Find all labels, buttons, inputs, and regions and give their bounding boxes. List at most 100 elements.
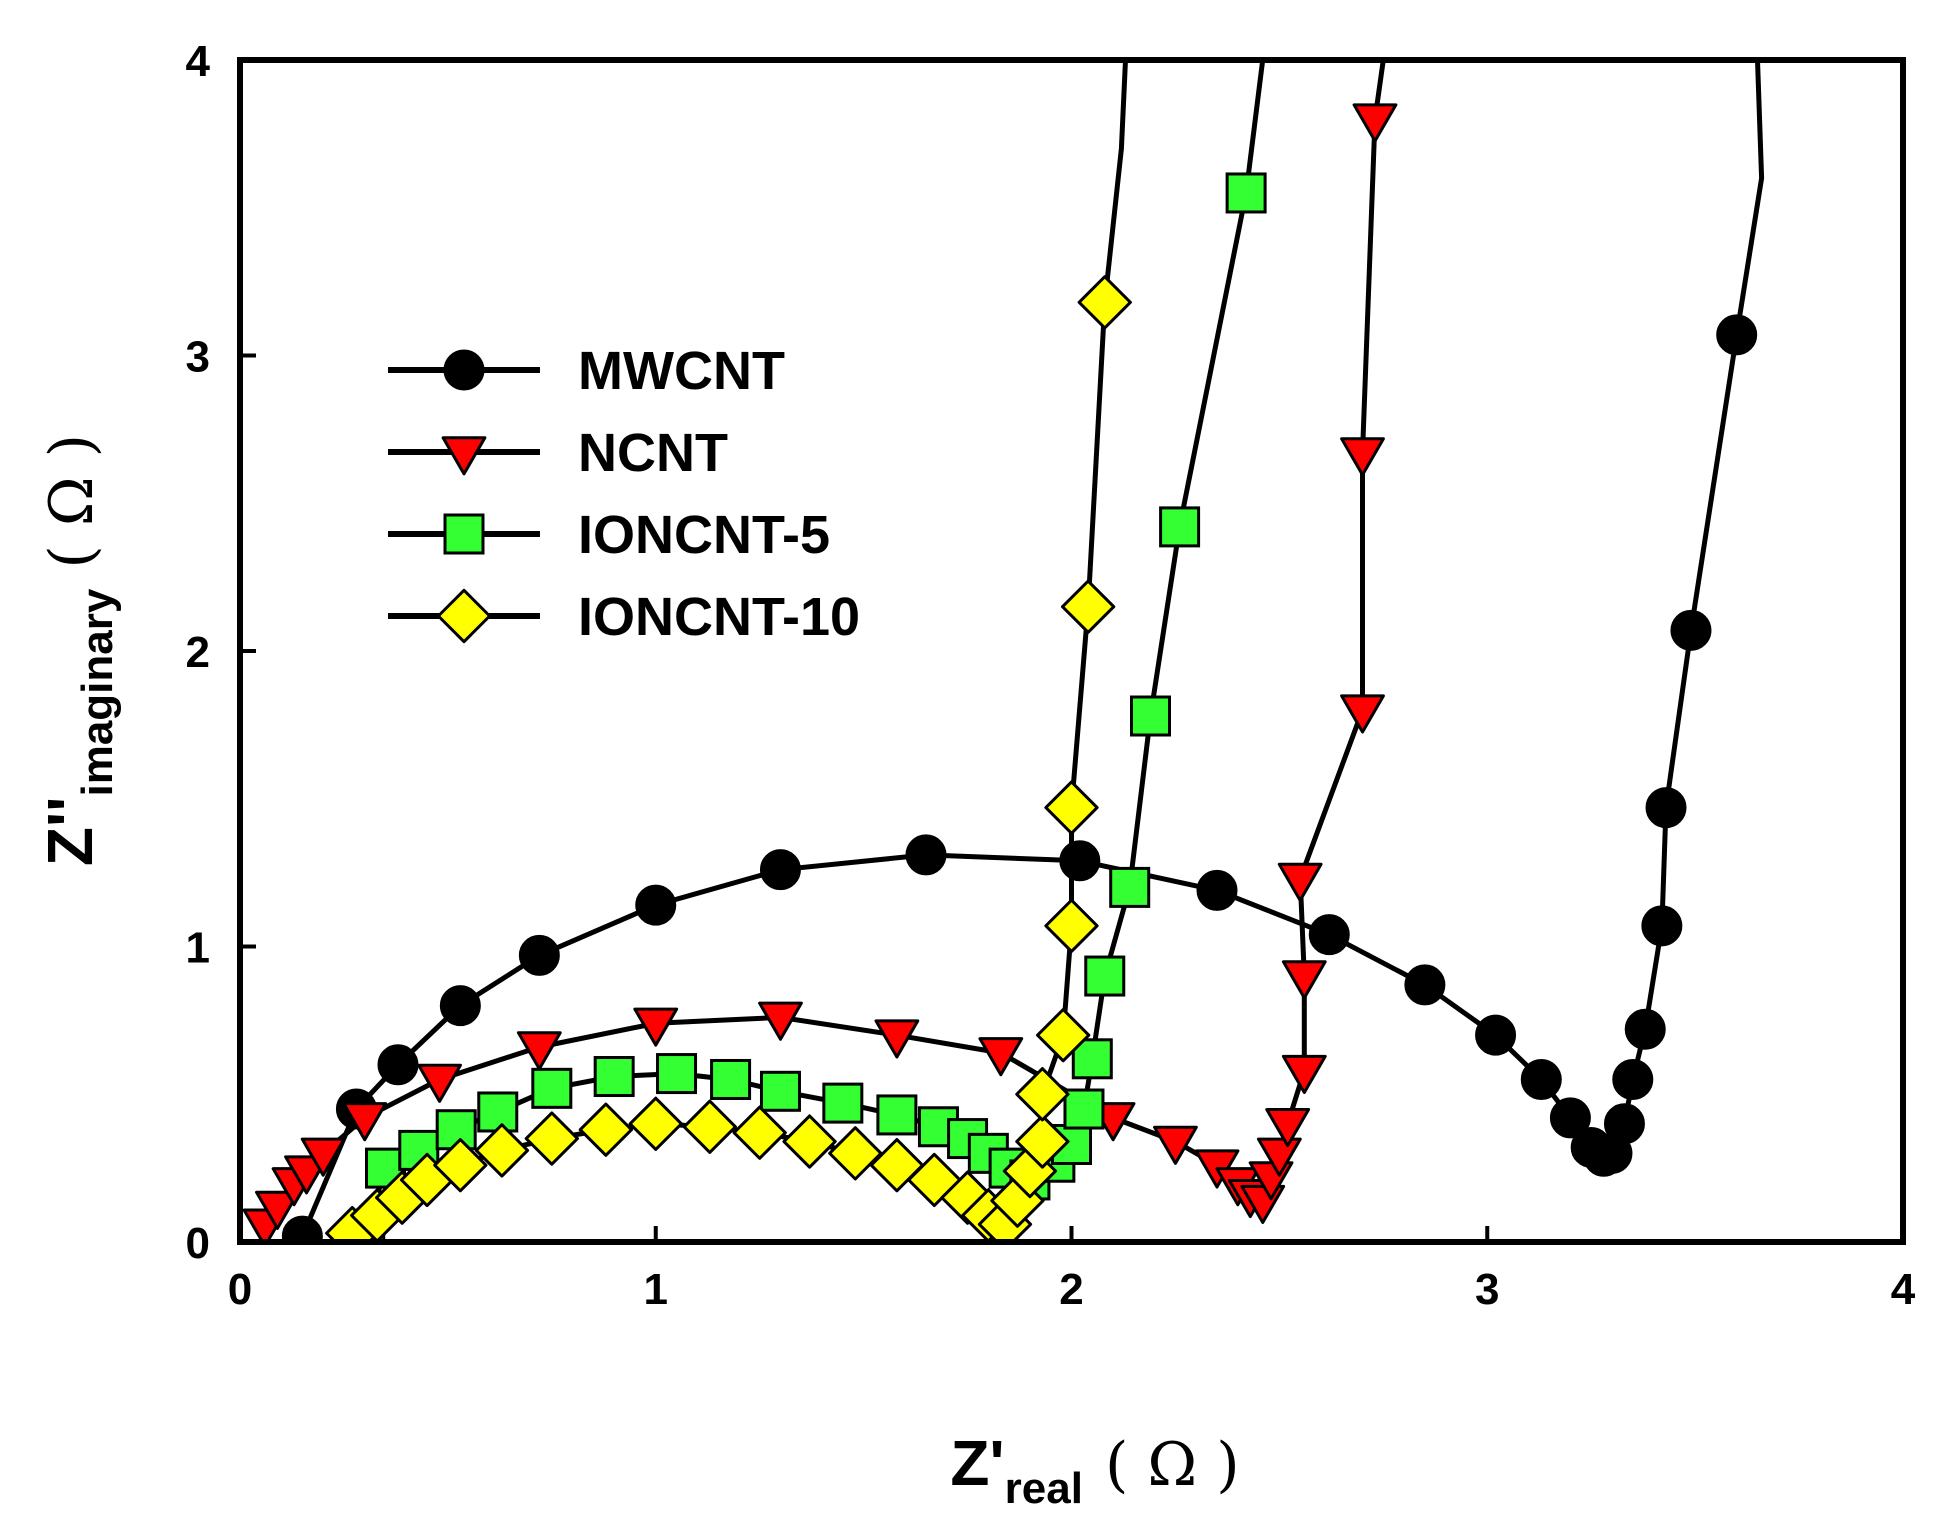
data-point-ncnt-9 (758, 1001, 803, 1041)
data-point-ioncnt-10-12 (828, 1126, 883, 1181)
legend-label: MWCNT (578, 341, 785, 401)
series-ioncnt-10 (325, 60, 1132, 1242)
series-layer (242, 60, 1765, 1242)
data-point-ioncnt-5-9 (759, 1070, 801, 1112)
data-point-mwcnt-3 (439, 985, 481, 1027)
data-point-ioncnt-5-10 (822, 1082, 864, 1124)
data-point-ncnt-20 (1265, 1108, 1311, 1148)
data-point-mwcnt-21 (1641, 905, 1683, 947)
data-point-ioncnt-10-25 (1060, 579, 1116, 634)
legend-label: IONCNT-5 (578, 505, 830, 565)
data-point-ioncnt-10-23 (1044, 898, 1099, 953)
data-point-ncnt-6 (417, 1063, 462, 1103)
y-axis-title-main: Z'' (34, 797, 106, 867)
data-point-mwcnt-0 (281, 1215, 323, 1242)
data-point-ioncnt-5-8 (710, 1058, 752, 1100)
data-point-ioncnt-10-4 (433, 1138, 488, 1193)
data-point-ncnt-24 (1340, 694, 1385, 734)
data-point-ioncnt-5-5 (531, 1067, 573, 1109)
data-point-ioncnt-5-22 (1109, 866, 1151, 908)
y-axis-title-unit: ( Ω ) (37, 434, 107, 569)
data-point-ioncnt-5-23 (1129, 695, 1171, 737)
data-point-mwcnt-20 (1624, 1008, 1666, 1050)
data-point-ioncnt-5-19 (1063, 1088, 1105, 1130)
data-point-ncnt-5 (342, 1102, 388, 1142)
data-point-mwcnt-18 (1603, 1103, 1645, 1145)
legend-label: IONCNT-10 (578, 587, 860, 647)
y-tick-label: 2 (186, 628, 210, 677)
data-point-ioncnt-5-7 (656, 1053, 698, 1095)
data-point-ioncnt-10-11 (782, 1114, 837, 1169)
data-point-ioncnt-10-21 (1015, 1067, 1070, 1122)
data-point-ioncnt-5-24 (1159, 506, 1201, 548)
series-mwcnt (281, 60, 1765, 1242)
x-axis-title: Z'real ( Ω ) (950, 1427, 1239, 1513)
data-point-mwcnt-7 (905, 834, 947, 876)
data-point-mwcnt-19 (1612, 1058, 1654, 1100)
data-point-ncnt-7 (516, 1031, 562, 1071)
data-point-ioncnt-10-8 (628, 1096, 683, 1151)
data-point-ioncnt-10-22 (1036, 1008, 1091, 1063)
data-point-mwcnt-14 (1549, 1097, 1591, 1139)
y-tick-label: 3 (186, 333, 210, 382)
data-point-mwcnt-9 (1196, 869, 1238, 911)
x-tick-label: 2 (1059, 1265, 1083, 1314)
x-axis-title-unit: ( Ω ) (1105, 1430, 1240, 1500)
data-point-ncnt-10 (874, 1019, 920, 1059)
data-point-ncnt-11 (978, 1037, 1024, 1077)
x-tick-label: 4 (1891, 1265, 1916, 1314)
data-point-ioncnt-5-6 (593, 1056, 635, 1098)
legend-item-ioncnt-5: IONCNT-5 (388, 505, 830, 565)
data-point-ncnt-8 (633, 1007, 679, 1047)
y-tick-label: 4 (186, 37, 211, 86)
x-tick-label: 3 (1475, 1265, 1499, 1314)
y-tick-label: 0 (186, 1219, 210, 1268)
x-axis-title-main: Z' (950, 1427, 1004, 1499)
series-ioncnt-5 (344, 60, 1267, 1242)
data-point-ioncnt-10-24 (1044, 780, 1099, 835)
series-ncnt (242, 60, 1398, 1242)
data-point-ioncnt-10-10 (732, 1105, 787, 1160)
data-point-mwcnt-2 (377, 1044, 419, 1086)
data-point-ioncnt-5-4 (477, 1091, 519, 1133)
y-axis-title: Z''imaginary ( Ω ) (34, 434, 122, 866)
data-point-ioncnt-10-9 (682, 1099, 737, 1154)
data-point-mwcnt-23 (1670, 609, 1712, 651)
data-point-mwcnt-4 (518, 934, 560, 976)
legend-marker-ioncnt-5 (443, 513, 485, 555)
data-point-ioncnt-5-11 (876, 1094, 918, 1136)
data-point-ncnt-1 (255, 1190, 300, 1230)
data-point-ncnt-23 (1277, 862, 1323, 902)
axis-layer: 0 1 2 3 4 0 1 2 3 4 (186, 37, 1916, 1314)
data-point-ncnt-13 (1153, 1125, 1198, 1165)
data-point-ioncnt-10-6 (524, 1111, 579, 1166)
legend-marker-ioncnt-10 (436, 588, 492, 644)
data-point-mwcnt-11 (1404, 964, 1446, 1006)
data-point-ncnt-22 (1281, 960, 1327, 1000)
data-point-mwcnt-5 (635, 884, 677, 926)
data-point-mwcnt-24 (1716, 314, 1758, 356)
x-axis-title-sub: real (1005, 1464, 1083, 1513)
data-point-mwcnt-6 (759, 849, 801, 891)
data-point-ioncnt-10-14 (907, 1152, 962, 1208)
y-axis-title-sub: imaginary (73, 588, 122, 796)
data-point-mwcnt-22 (1645, 787, 1687, 829)
data-point-ncnt-25 (1340, 437, 1385, 477)
legend: MWCNT NCNT IONCNT-5 IONCNT-10 (388, 341, 860, 647)
data-point-ncnt-4 (300, 1137, 346, 1177)
data-point-ncnt-19 (1256, 1137, 1302, 1177)
data-point-ncnt-26 (1352, 103, 1398, 143)
legend-label: NCNT (578, 423, 728, 483)
data-point-ioncnt-10-26 (1077, 275, 1132, 330)
x-tick-label: 0 (228, 1265, 252, 1314)
legend-marker-mwcnt (443, 349, 485, 391)
legend-item-ncnt: NCNT (388, 423, 728, 483)
data-point-ioncnt-10-20 (1015, 1114, 1070, 1169)
legend-item-ioncnt-10: IONCNT-10 (388, 587, 860, 647)
legend-item-mwcnt: MWCNT (388, 341, 785, 401)
data-point-mwcnt-10 (1308, 914, 1350, 956)
data-point-mwcnt-13 (1520, 1058, 1562, 1100)
data-point-ioncnt-10-7 (578, 1102, 634, 1157)
y-tick-label: 1 (186, 924, 210, 973)
